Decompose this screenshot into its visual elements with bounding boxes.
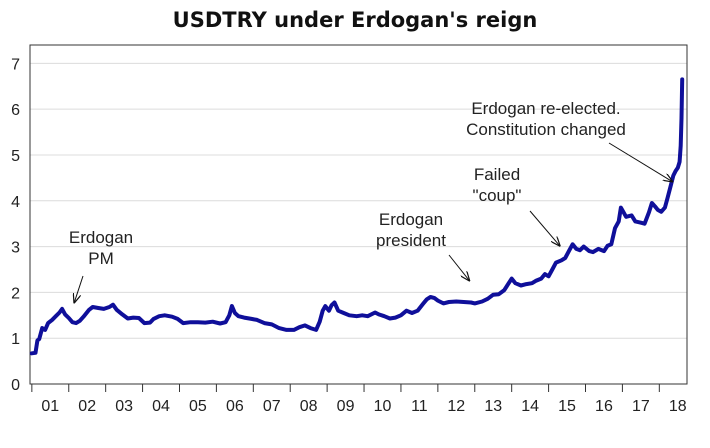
x-tick-label: 13	[484, 398, 502, 415]
annotation: Failed "coup"	[473, 165, 560, 246]
annotation-text: Constitution changed	[466, 120, 626, 139]
gridlines	[30, 62, 687, 339]
annotation-text: Failed	[474, 165, 520, 184]
x-tick-label: 01	[41, 398, 59, 415]
chart-title: USDTRY under Erdogan's reign	[172, 8, 538, 32]
series	[29, 77, 685, 356]
y-tick-label: 5	[11, 148, 20, 165]
x-tick-label: 05	[189, 398, 207, 415]
annotation-text: president	[376, 231, 446, 250]
annotation: Erdogan president	[376, 210, 469, 280]
x-tick-label: 04	[152, 398, 170, 415]
annotation-arrow	[608, 142, 672, 182]
x-tick-label: 12	[447, 398, 465, 415]
annotation-text: PM	[88, 249, 114, 268]
x-tick-label: 11	[411, 398, 428, 415]
annotation-text: Erdogan re-elected.	[471, 99, 620, 118]
y-tick-label: 2	[11, 285, 20, 302]
y-axis: 0 1 2 3 4 5 6 7	[11, 56, 20, 394]
y-tick-label: 0	[11, 377, 20, 394]
x-tick-label: 17	[632, 398, 650, 415]
y-tick-label: 4	[11, 194, 20, 211]
x-tick-label: 15	[558, 398, 576, 415]
annotation-arrow	[529, 210, 560, 246]
x-tick-label: 06	[226, 398, 244, 415]
annotation: Erdogan re-elected. Constitution changed	[466, 99, 672, 182]
y-tick-label: 1	[11, 331, 20, 348]
x-tick-label: 14	[521, 398, 539, 415]
x-axis: 01 02 03 04 05 06 07 08 09 10 11 12 13 14 15 16 17 18	[31, 384, 687, 415]
y-tick-label: 3	[11, 240, 20, 257]
annotation-arrow	[74, 275, 84, 302]
annotations: ErdoganPMErdoganpresidentFailed"coup"Erd…	[69, 99, 672, 302]
annotation-text: "coup"	[473, 186, 522, 205]
annotation: Erdogan PM	[69, 228, 133, 302]
x-tick-label: 08	[300, 398, 318, 415]
x-tick-label: 07	[263, 398, 281, 415]
series-line-usdtry	[29, 77, 685, 356]
x-tick-label: 02	[78, 398, 96, 415]
annotation-text: Erdogan	[69, 228, 133, 247]
x-tick-label: 16	[595, 398, 613, 415]
plot-frame	[29, 44, 688, 385]
annotation-text: Erdogan	[379, 210, 443, 229]
x-tick-label: 09	[337, 398, 355, 415]
x-tick-label: 10	[374, 398, 392, 415]
x-tick-label: 18	[669, 398, 687, 415]
x-tick-label: 03	[115, 398, 133, 415]
y-tick-label: 6	[11, 102, 20, 119]
y-tick-label: 7	[11, 56, 20, 73]
annotation-arrow	[448, 254, 469, 280]
